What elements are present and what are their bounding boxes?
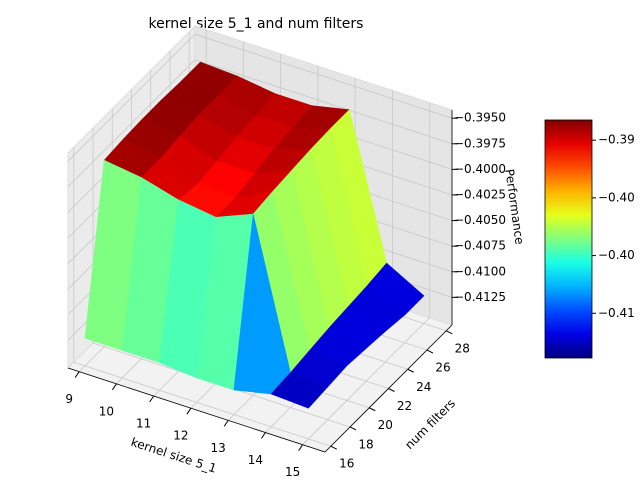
x-tick-label: 11 xyxy=(136,417,151,431)
y-tick xyxy=(388,388,395,392)
y-tick-label: 24 xyxy=(416,380,431,394)
z-tick-label: −0.4025 xyxy=(454,187,506,201)
x-tick xyxy=(223,420,229,427)
z-tick-label: −0.4075 xyxy=(454,239,506,253)
surface-patch xyxy=(270,372,329,409)
y-tick xyxy=(369,407,376,412)
z-tick-label: −0.3950 xyxy=(454,111,506,125)
z-tick-label: −0.4125 xyxy=(454,290,506,304)
y-tick xyxy=(349,426,357,431)
colorbar-tick-label: −0.41 xyxy=(598,306,635,320)
y-tick-label: 20 xyxy=(378,418,393,432)
grid-line xyxy=(73,361,331,447)
x-tick-label: 13 xyxy=(211,441,226,455)
x-tick xyxy=(149,395,155,403)
z-tick-label: −0.4000 xyxy=(454,162,506,176)
x-tick-label: 9 xyxy=(65,392,73,406)
z-tick-label: −0.3975 xyxy=(454,136,506,150)
x-tick-label: 14 xyxy=(248,453,263,467)
y-tick-label: 28 xyxy=(455,341,470,355)
y-tick xyxy=(330,445,337,450)
z-axis-label: Performance xyxy=(502,168,526,245)
y-tick xyxy=(446,330,453,335)
x-tick xyxy=(112,383,117,391)
z-tick-label: −0.4050 xyxy=(454,213,506,227)
y-tick xyxy=(407,368,414,373)
y-tick-label: 16 xyxy=(339,457,354,471)
colorbar-tick-label: −0.40 xyxy=(598,248,635,262)
x-tick xyxy=(260,432,266,439)
grid-line xyxy=(194,59,453,145)
y-tick xyxy=(426,349,434,354)
x-tick-label: 12 xyxy=(173,429,188,443)
axis-line xyxy=(324,324,453,453)
x-tick-label: 15 xyxy=(285,465,300,479)
x-tick xyxy=(186,407,192,415)
x-tick xyxy=(74,371,80,378)
colorbar xyxy=(544,119,593,359)
axis-line xyxy=(67,367,326,453)
y-tick-label: 18 xyxy=(358,437,373,451)
y-tick-label: 26 xyxy=(435,361,450,375)
y-tick-label: 22 xyxy=(397,399,412,413)
colorbar-tick-label: −0.39 xyxy=(598,133,635,147)
grid-line xyxy=(194,33,453,119)
colorbar-tick-label: −0.40 xyxy=(598,190,635,204)
grid-line xyxy=(67,33,196,162)
z-tick-label: −0.4100 xyxy=(454,264,506,278)
x-tick xyxy=(298,444,304,451)
chart-title: kernel size 5_1 and num filters xyxy=(149,16,364,32)
x-tick-label: 10 xyxy=(99,404,114,418)
grid-line xyxy=(67,59,196,188)
